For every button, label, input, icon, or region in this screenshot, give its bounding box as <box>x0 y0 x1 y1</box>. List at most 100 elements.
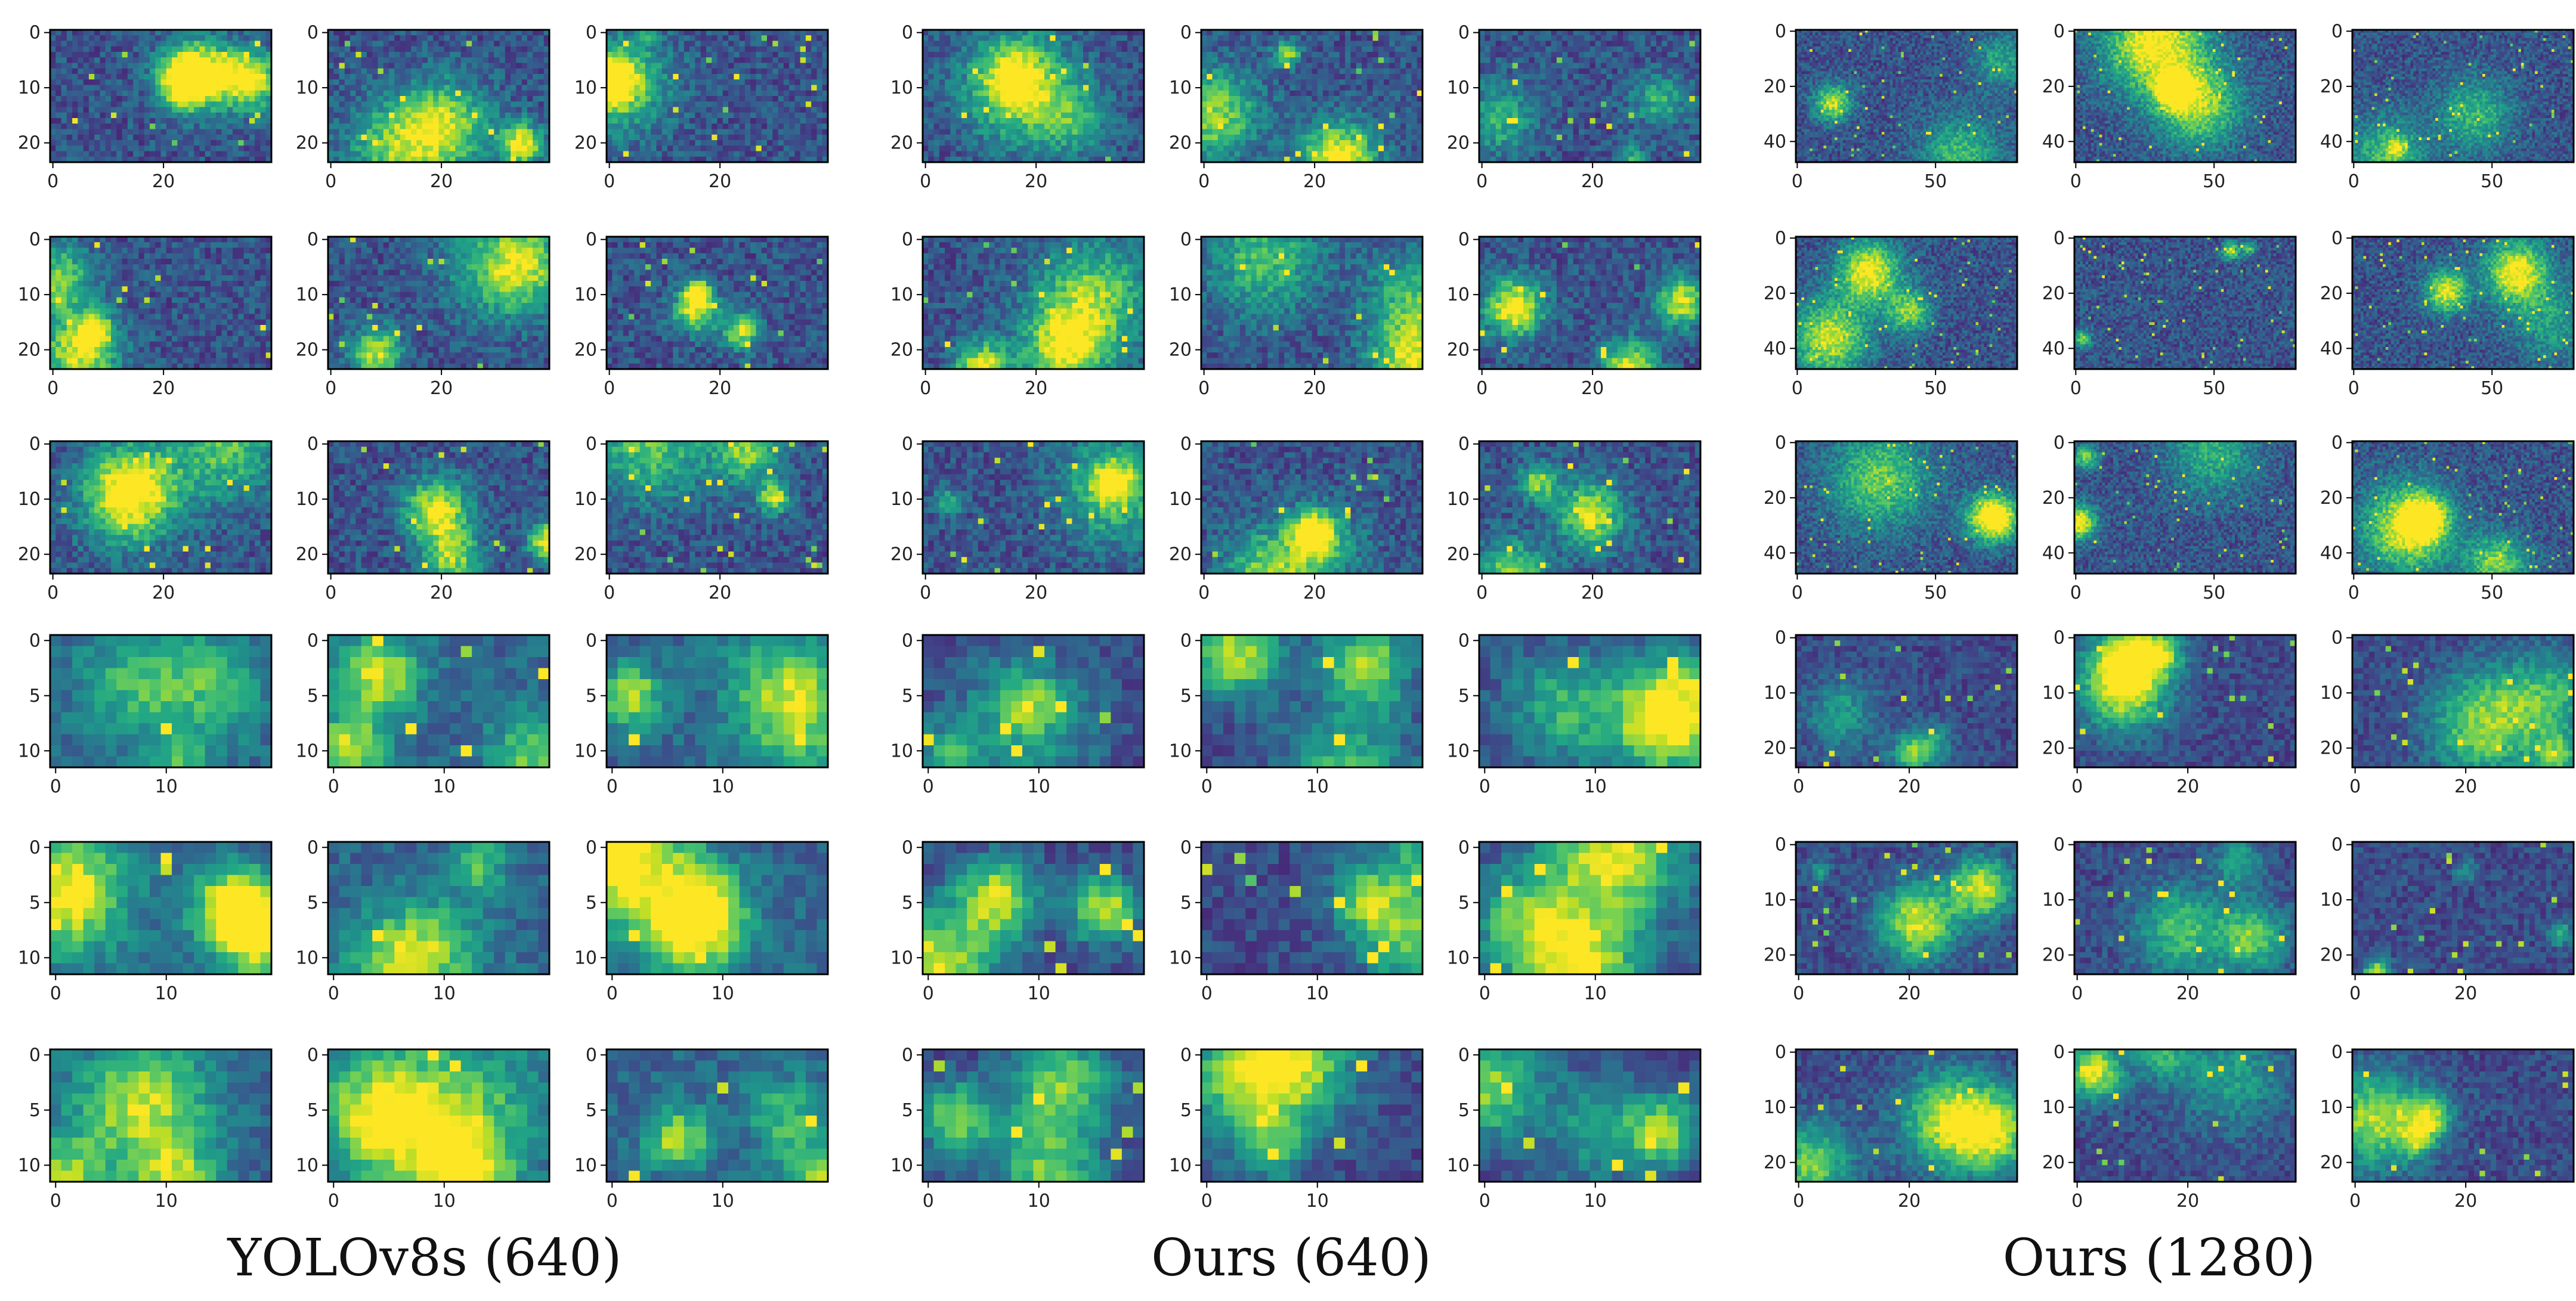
heatmap-cell <box>411 118 417 124</box>
heatmap-cell <box>527 123 533 129</box>
heatmap-cell <box>500 151 506 157</box>
heatmap-cell <box>188 47 194 52</box>
heatmap-cell <box>527 41 533 47</box>
heatmap-cell <box>222 69 228 75</box>
heatmap-cell <box>355 129 361 135</box>
heatmap-cell <box>433 47 439 52</box>
heatmap-cell <box>244 41 250 47</box>
heatmap-cell <box>372 107 378 113</box>
heatmap-cell <box>466 52 472 58</box>
heatmap-cell <box>372 118 378 124</box>
heatmap-cell <box>527 57 533 63</box>
heatmap-cell <box>161 74 167 80</box>
heatmap-cell <box>84 123 89 129</box>
heatmap-cell <box>122 135 128 141</box>
heatmap-cell <box>194 145 200 151</box>
heatmap-cell <box>483 123 489 129</box>
heatmap-cell <box>422 151 428 157</box>
heatmap-cell <box>527 151 533 157</box>
heatmap-cell <box>100 41 106 47</box>
heatmap-cell <box>394 113 400 119</box>
heatmap-cell <box>483 85 489 91</box>
heatmap-cell <box>188 145 194 151</box>
heatmap-cell <box>350 41 356 47</box>
heatmap-cell <box>155 96 161 102</box>
heatmap-cell <box>233 85 239 91</box>
heatmap-cell <box>400 47 406 52</box>
heatmap-cell <box>378 129 384 135</box>
heatmap-cell <box>188 35 194 41</box>
heatmap-cell <box>244 135 250 141</box>
heatmap-cell <box>144 129 150 135</box>
heatmap-cell <box>511 135 517 141</box>
heatmap-cell <box>94 35 100 41</box>
heatmap-cell <box>100 96 106 102</box>
heatmap-cell <box>333 63 339 69</box>
heatmap-cell <box>361 35 367 41</box>
heatmap-cell <box>494 91 500 97</box>
heatmap-cell <box>538 101 544 107</box>
heatmap-cell <box>533 135 539 141</box>
heatmap-cell <box>389 85 395 91</box>
heatmap-cell <box>367 91 373 97</box>
heatmap-cell <box>138 63 144 69</box>
heatmap-cell <box>177 85 183 91</box>
heatmap-cell <box>361 69 367 75</box>
heatmap-cell <box>428 79 434 85</box>
heatmap-cell <box>116 47 122 52</box>
heatmap-cell <box>527 101 533 107</box>
heatmap-cell <box>527 52 533 58</box>
heatmap-cell <box>488 52 494 58</box>
heatmap-cell <box>128 135 134 141</box>
heatmap-cell <box>233 96 239 102</box>
heatmap-cell <box>527 113 533 119</box>
heatmap-cell <box>455 85 461 91</box>
heatmap-cell <box>166 151 172 157</box>
heatmap-cell <box>216 35 222 41</box>
heatmap-cell <box>466 118 472 124</box>
heatmap-cell <box>177 57 183 63</box>
heatmap-cell <box>138 52 144 58</box>
heatmap-cell <box>133 63 139 69</box>
heatmap-cell <box>194 79 200 85</box>
heatmap-cell <box>455 118 461 124</box>
heatmap-cell <box>199 101 205 107</box>
heatmap-cell <box>533 52 539 58</box>
heatmap-cell <box>172 85 178 91</box>
heatmap-cell <box>428 96 434 102</box>
heatmap-cell <box>422 85 428 91</box>
heatmap-cell <box>488 151 494 157</box>
heatmap-cell <box>249 140 255 146</box>
heatmap-cell <box>411 79 417 85</box>
heatmap-cell <box>216 79 222 85</box>
heatmap-cell <box>505 47 511 52</box>
heatmap-cell <box>67 69 73 75</box>
heatmap-cell <box>199 151 205 157</box>
heatmap-cell <box>466 79 472 85</box>
heatmap-cell <box>439 91 445 97</box>
heatmap-cell <box>249 113 255 119</box>
heatmap-cell <box>106 47 112 52</box>
heatmap-cell <box>477 101 483 107</box>
heatmap-cell <box>61 35 67 41</box>
heatmap-cell <box>106 135 112 141</box>
heatmap-cell <box>505 79 511 85</box>
heatmap-cell <box>211 113 217 119</box>
heatmap-cell <box>161 96 167 102</box>
heatmap-cell <box>389 101 395 107</box>
heatmap-cell <box>450 101 456 107</box>
heatmap-cell <box>439 47 445 52</box>
heatmap-cell <box>411 113 417 119</box>
heatmap-cell <box>538 91 544 97</box>
heatmap-cell <box>416 91 422 97</box>
heatmap-cell <box>538 135 544 141</box>
heatmap-cell <box>406 91 412 97</box>
heatmap-cell <box>122 57 128 63</box>
heatmap-cell <box>89 151 95 157</box>
heatmap-cell <box>84 96 89 102</box>
heatmap-cell <box>111 79 117 85</box>
heatmap-cell <box>367 74 373 80</box>
heatmap-cell <box>100 123 106 129</box>
heatmap-cell <box>78 91 84 97</box>
heatmap-cell <box>461 140 467 146</box>
